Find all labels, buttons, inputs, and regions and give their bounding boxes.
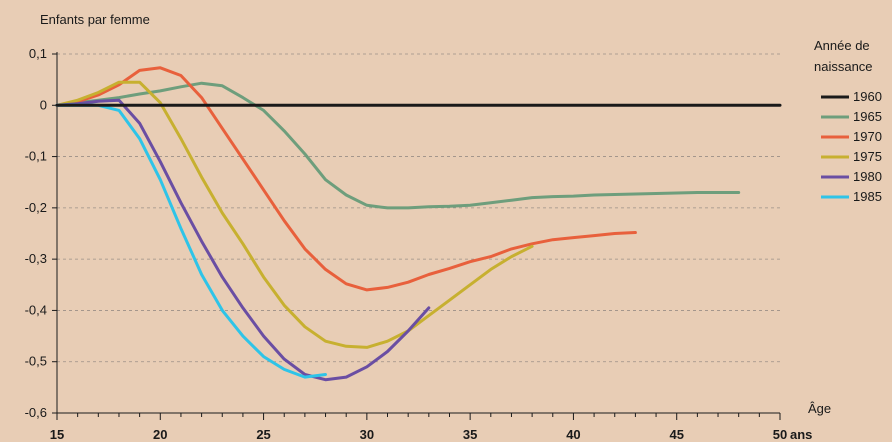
legend: Année de naissance 1960 1965 1970 1975 1980 1… xyxy=(814,38,882,204)
x-tick-label: 35 xyxy=(463,427,477,442)
series-line-1975 xyxy=(55,80,534,349)
legend-title-line2: naissance xyxy=(814,59,873,74)
x-axis-unit: ans xyxy=(790,427,812,442)
series-line-1985 xyxy=(55,103,327,379)
y-tick-label: -0,6 xyxy=(25,405,47,420)
x-tick-label: 25 xyxy=(256,427,270,442)
x-tick-label: 30 xyxy=(360,427,374,442)
legend-label-1980: 1980 xyxy=(853,169,882,184)
x-tick-label: 50 xyxy=(773,427,787,442)
y-axis-title: Enfants par femme xyxy=(40,12,150,27)
legend-label-1970: 1970 xyxy=(853,129,882,144)
y-tick-label: -0,5 xyxy=(25,354,47,369)
legend-label-1960: 1960 xyxy=(853,89,882,104)
y-tick-label: -0,3 xyxy=(25,251,47,266)
legend-title-line1: Année de xyxy=(814,38,870,53)
y-tick-label: -0,2 xyxy=(25,200,47,215)
x-tick-label: 20 xyxy=(153,427,167,442)
y-tick-label: 0,1 xyxy=(29,46,47,61)
x-axis-title: Âge xyxy=(808,401,831,416)
series-line-1965 xyxy=(55,81,741,210)
legend-label-1975: 1975 xyxy=(853,149,882,164)
y-tick-label: -0,1 xyxy=(25,149,47,164)
legend-label-1965: 1965 xyxy=(853,109,882,124)
x-tick-label: 40 xyxy=(566,427,580,442)
x-tick-label: 15 xyxy=(50,427,64,442)
x-tick-label: 45 xyxy=(669,427,683,442)
series-line-1980 xyxy=(55,98,431,382)
series-line-1970 xyxy=(55,66,637,292)
y-tick-label: 0 xyxy=(40,97,47,112)
axes: 0,1 0 -0,1 -0,2 -0,3 -0,4 -0,5 -0,615 20 25 30 35 40… xyxy=(25,46,788,442)
legend-label-1985: 1985 xyxy=(853,189,882,204)
y-tick-label: -0,4 xyxy=(25,302,47,317)
series-lines xyxy=(55,66,782,382)
